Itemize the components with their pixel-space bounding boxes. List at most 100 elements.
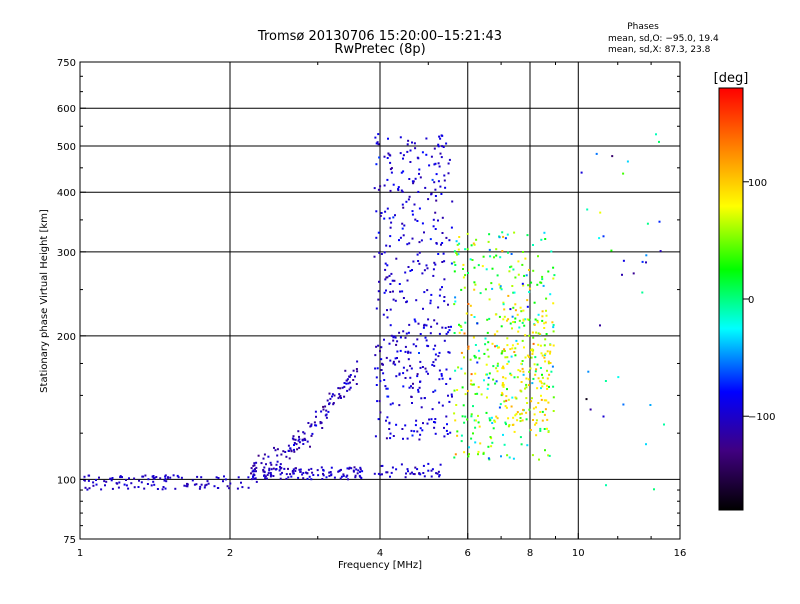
data-point [338, 470, 341, 473]
data-point [511, 396, 514, 399]
data-point [658, 220, 661, 223]
data-point [503, 443, 506, 446]
data-point [279, 465, 281, 468]
data-point [525, 383, 528, 386]
data-point [509, 372, 512, 375]
data-point [486, 331, 489, 334]
data-point [544, 238, 547, 240]
data-point [425, 153, 428, 156]
data-point [438, 475, 441, 478]
data-point [541, 278, 544, 281]
data-point [404, 345, 407, 348]
data-point [328, 471, 331, 474]
data-point [450, 325, 452, 328]
data-point [430, 293, 433, 296]
data-point [337, 397, 340, 400]
data-point [306, 472, 309, 475]
data-point [543, 327, 546, 329]
data-point [295, 443, 298, 446]
data-point [462, 404, 465, 407]
data-point [659, 250, 662, 253]
data-point [434, 432, 437, 435]
data-point [402, 234, 405, 237]
data-point [448, 329, 451, 332]
data-point [536, 387, 539, 390]
data-point [432, 268, 435, 271]
data-point [513, 430, 516, 433]
data-point [457, 366, 460, 369]
data-point [293, 450, 296, 453]
data-point [540, 394, 542, 397]
data-point [343, 385, 346, 388]
data-point [349, 386, 352, 389]
data-point [430, 155, 433, 158]
data-point [495, 367, 498, 370]
data-point [520, 390, 523, 393]
data-point [390, 471, 393, 474]
y-tick-label: 200 [57, 332, 76, 343]
data-point [441, 134, 444, 137]
data-point [268, 469, 271, 472]
data-point [217, 477, 220, 479]
data-point [423, 475, 426, 478]
data-point [384, 278, 387, 281]
data-point [392, 216, 395, 219]
data-point [462, 268, 464, 270]
data-point [549, 362, 552, 364]
data-point [391, 279, 394, 282]
data-point [439, 137, 442, 140]
data-point [482, 452, 485, 455]
data-point [377, 188, 380, 191]
data-point [373, 472, 376, 475]
data-point [595, 152, 598, 155]
data-point [406, 468, 409, 471]
data-point [503, 348, 506, 351]
data-point [273, 446, 275, 449]
data-point [510, 374, 513, 377]
data-point [415, 419, 418, 422]
data-point [250, 467, 253, 470]
data-point [301, 439, 304, 442]
data-point [330, 474, 333, 477]
data-point [263, 453, 266, 456]
data-point [533, 363, 536, 366]
data-point [496, 364, 499, 367]
data-point [504, 421, 507, 424]
data-point [502, 376, 505, 379]
data-point [473, 243, 476, 246]
data-point [382, 313, 385, 316]
data-point [519, 413, 522, 416]
data-point [496, 330, 499, 333]
data-point [378, 251, 381, 254]
data-point [167, 476, 169, 479]
data-point [512, 416, 515, 419]
data-point [404, 476, 407, 479]
data-point [514, 309, 517, 312]
data-point [486, 373, 488, 376]
data-point [386, 157, 389, 159]
data-point [325, 413, 328, 416]
data-point [263, 466, 266, 469]
data-point [381, 473, 383, 476]
data-point [455, 252, 458, 254]
data-point [543, 356, 546, 359]
data-point [200, 483, 203, 486]
data-point [326, 399, 329, 402]
data-point [411, 213, 414, 216]
data-point [467, 455, 470, 458]
data-point [536, 319, 539, 322]
data-point [546, 418, 549, 421]
data-point [345, 379, 348, 382]
data-point [432, 225, 435, 228]
data-point [123, 483, 126, 486]
data-point [411, 386, 414, 389]
data-point [463, 451, 466, 454]
data-point [453, 250, 456, 253]
data-point [353, 466, 356, 469]
data-point [532, 244, 534, 246]
data-point [509, 266, 511, 269]
data-point [349, 374, 352, 376]
data-point [425, 264, 428, 267]
data-point [402, 385, 405, 388]
data-point [164, 474, 167, 477]
